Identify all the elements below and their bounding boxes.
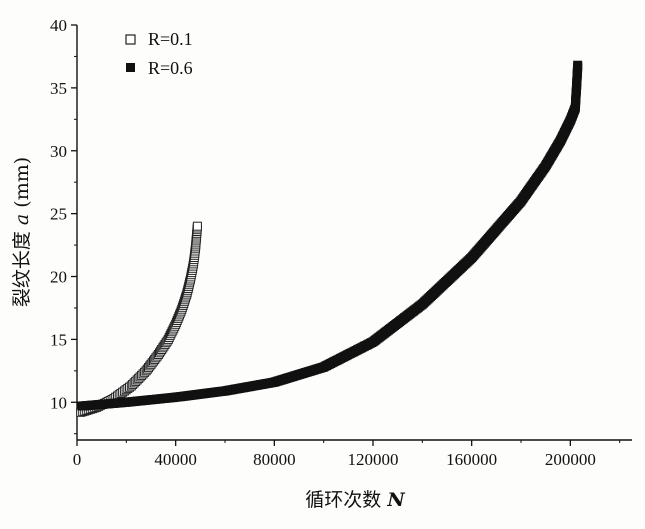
series-r-0-1 (76, 221, 202, 417)
x-tick-label: 200000 (545, 450, 596, 469)
x-axis-title-symbol: N (386, 489, 405, 511)
y-axis-title-symbol: a (11, 214, 33, 225)
y-tick-label: 20 (50, 268, 67, 287)
series-r-0-6 (77, 60, 583, 411)
series-layer (76, 60, 583, 417)
legend: R=0.1 R=0.6 (125, 29, 193, 78)
y-axis-ticks: 10 15 20 25 30 35 40 (50, 16, 77, 435)
y-tick-label: 35 (50, 79, 67, 98)
legend-marker-open-square (125, 34, 136, 45)
x-tick-label: 0 (73, 450, 82, 469)
x-axis-ticks: 0 40000 80000 120000 160000 200000 (73, 440, 621, 469)
y-axis-title: 裂纹长度 a (mm) (11, 157, 33, 307)
y-axis-title-text: 裂纹长度 (11, 231, 33, 307)
x-tick-label: 40000 (154, 450, 197, 469)
y-tick-label: 40 (50, 16, 67, 35)
x-axis-title-text: 循环次数 (305, 489, 381, 511)
y-tick-label: 15 (50, 330, 67, 349)
x-tick-label: 80000 (253, 450, 296, 469)
y-axis-title-unit: (mm) (11, 157, 33, 208)
y-tick-label: 30 (50, 142, 67, 161)
plot-area (76, 25, 632, 441)
y-tick-label: 10 (50, 393, 67, 412)
x-tick-label: 120000 (348, 450, 399, 469)
legend-label-r06: R=0.6 (148, 58, 193, 78)
legend-label-r01: R=0.1 (148, 29, 193, 49)
legend-marker-filled-square (126, 63, 135, 72)
y-tick-label: 25 (50, 205, 67, 224)
x-tick-label: 160000 (446, 450, 497, 469)
data-point (573, 60, 583, 70)
data-point (192, 221, 202, 231)
x-axis-title: 循环次数 N (305, 489, 405, 511)
